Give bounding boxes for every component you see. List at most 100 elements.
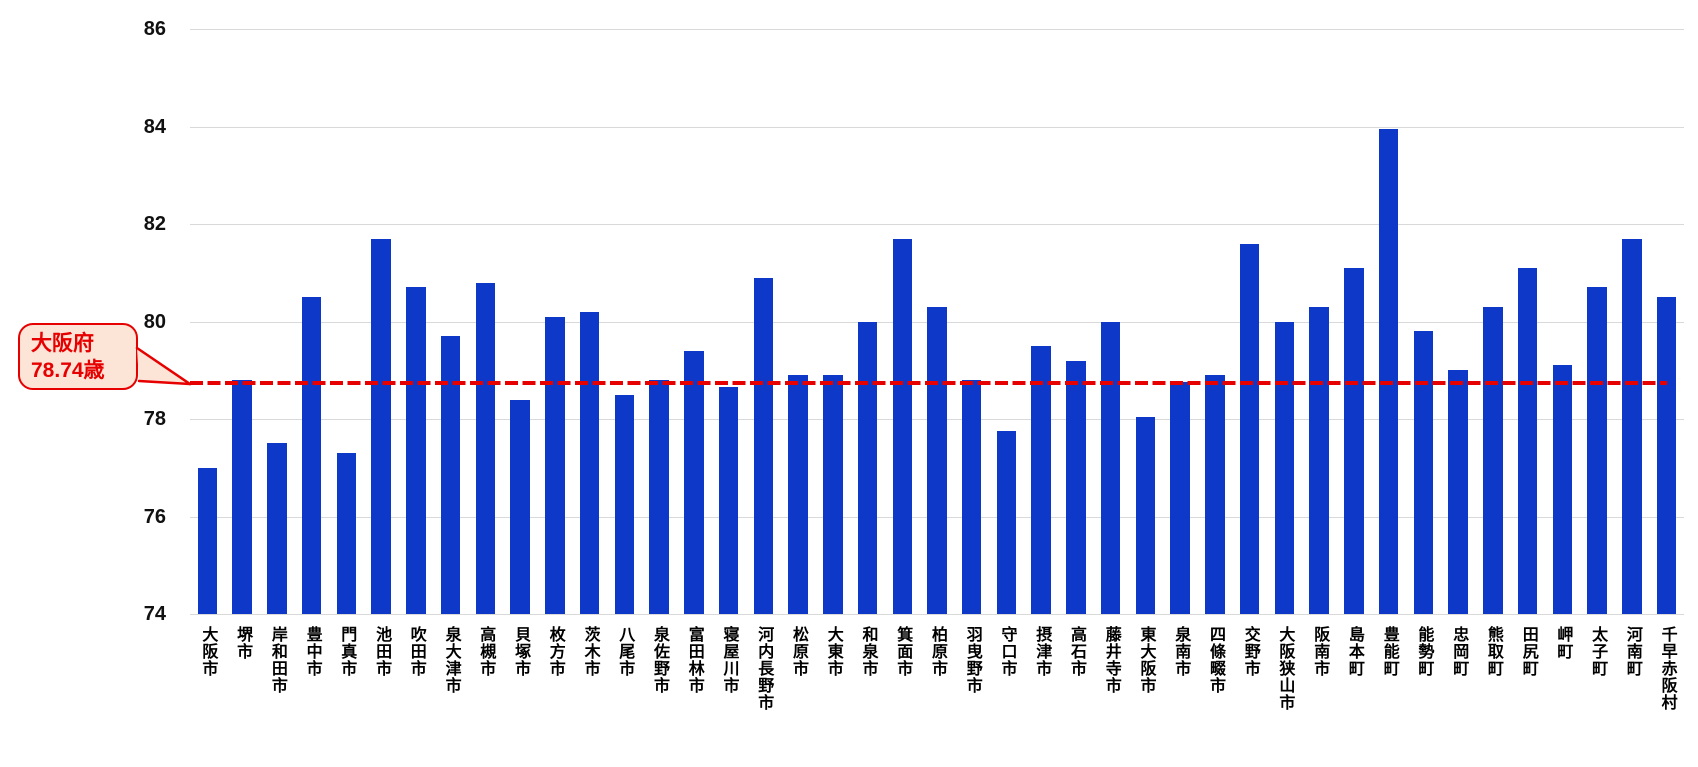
bar bbox=[1413, 331, 1434, 614]
bar bbox=[301, 297, 322, 614]
x-axis-label: 羽曳野市 bbox=[963, 626, 981, 694]
x-axis-label: 泉南市 bbox=[1172, 626, 1190, 677]
x-axis-label: 高槻市 bbox=[477, 626, 495, 677]
callout-prefecture-value: 78.74歳 bbox=[31, 359, 105, 382]
x-axis-label: 箕面市 bbox=[894, 626, 912, 677]
x-axis-label: 大阪市 bbox=[199, 626, 217, 677]
bar bbox=[857, 321, 878, 614]
bar bbox=[1100, 321, 1121, 614]
x-axis-label: 熊取町 bbox=[1484, 626, 1502, 677]
x-axis-label: 島本町 bbox=[1345, 626, 1363, 677]
prefecture-average-line bbox=[190, 381, 1667, 385]
bar bbox=[1344, 267, 1364, 614]
x-axis-label: 松原市 bbox=[790, 626, 807, 677]
bar bbox=[1205, 375, 1225, 614]
y-axis-tick-label: 82 bbox=[143, 213, 166, 235]
bar bbox=[197, 467, 218, 615]
bar bbox=[1448, 370, 1468, 615]
x-axis-label: 八尾市 bbox=[616, 626, 634, 677]
y-axis-tick-label: 74 bbox=[143, 603, 166, 625]
bar bbox=[753, 277, 774, 614]
x-axis-label: 貝塚市 bbox=[512, 626, 530, 677]
bar bbox=[788, 375, 808, 614]
y-axis-tick-label: 76 bbox=[143, 505, 166, 528]
bar bbox=[1656, 297, 1677, 614]
gridline-84 bbox=[190, 126, 1684, 128]
bar bbox=[1170, 382, 1190, 614]
x-axis-label: 守口市 bbox=[998, 626, 1016, 677]
x-axis-label: 池田市 bbox=[373, 626, 391, 677]
x-axis-label: 交野市 bbox=[1241, 626, 1259, 677]
x-axis-label: 豊中市 bbox=[303, 626, 321, 677]
callout-prefecture-name: 大阪府 bbox=[31, 332, 94, 355]
gridline-74 bbox=[190, 614, 1684, 615]
x-axis-label: 能勢町 bbox=[1415, 626, 1433, 677]
bar bbox=[1274, 321, 1295, 614]
bar bbox=[1066, 360, 1086, 614]
x-axis-label: 柏原市 bbox=[929, 626, 946, 677]
y-axis-tick-label: 84 bbox=[143, 115, 166, 138]
bar bbox=[232, 380, 252, 614]
bar bbox=[1483, 306, 1503, 614]
bar bbox=[996, 431, 1017, 614]
x-axis-label: 太子町 bbox=[1589, 626, 1607, 677]
x-axis-label: 忠岡町 bbox=[1450, 626, 1468, 677]
x-axis-label: 高石市 bbox=[1068, 626, 1085, 677]
prefecture-average-callout: 大阪府 78.74歳 bbox=[18, 323, 138, 390]
x-axis-label: 堺市 bbox=[234, 626, 252, 660]
bar bbox=[1239, 243, 1260, 614]
x-axis-label: 東大阪市 bbox=[1137, 626, 1155, 694]
bar bbox=[961, 380, 982, 614]
x-axis-label: 河南町 bbox=[1623, 626, 1641, 677]
bar bbox=[1031, 345, 1051, 614]
bar bbox=[1587, 287, 1607, 614]
x-axis-label: 和泉市 bbox=[859, 626, 877, 677]
bar bbox=[718, 387, 739, 614]
x-axis-label: 岬町 bbox=[1554, 626, 1572, 660]
bar bbox=[1378, 128, 1399, 614]
bar bbox=[371, 238, 391, 614]
bar bbox=[336, 453, 357, 614]
x-axis-label: 大東市 bbox=[824, 626, 842, 677]
y-axis-tick-label: 78 bbox=[143, 408, 166, 430]
gridline-86 bbox=[190, 29, 1684, 30]
x-axis-label: 四條畷市 bbox=[1207, 626, 1224, 694]
bar bbox=[510, 399, 530, 614]
bar bbox=[1552, 365, 1573, 614]
bar bbox=[892, 238, 913, 614]
x-axis-label: 富田林市 bbox=[685, 626, 703, 694]
x-axis-label: 千早赤阪村 bbox=[1658, 626, 1676, 711]
x-axis-label: 門真市 bbox=[338, 626, 356, 677]
x-axis-label: 豊能町 bbox=[1380, 626, 1398, 677]
bar bbox=[440, 336, 461, 614]
bar bbox=[579, 311, 600, 614]
gridline-82 bbox=[190, 224, 1684, 225]
bar bbox=[1309, 306, 1329, 614]
x-axis-label: 茨木市 bbox=[581, 626, 599, 677]
x-axis-label: 泉佐野市 bbox=[651, 626, 668, 694]
bar bbox=[1517, 267, 1538, 614]
bar bbox=[406, 287, 426, 614]
bar bbox=[649, 380, 669, 614]
bar bbox=[1622, 238, 1642, 614]
bar bbox=[475, 282, 496, 614]
x-axis-label: 摂津市 bbox=[1033, 626, 1051, 677]
bar bbox=[1135, 416, 1156, 614]
x-axis-label: 岸和田市 bbox=[268, 626, 286, 694]
bar bbox=[684, 350, 704, 614]
x-axis-label: 寝屋川市 bbox=[720, 626, 738, 694]
x-axis-label: 阪南市 bbox=[1311, 626, 1329, 677]
y-axis-tick-label: 86 bbox=[143, 18, 166, 40]
bar bbox=[927, 306, 947, 614]
x-axis-label: 枚方市 bbox=[546, 626, 564, 677]
bar bbox=[267, 443, 287, 614]
x-axis-label: 泉大津市 bbox=[442, 626, 460, 694]
bar bbox=[823, 375, 843, 614]
x-axis-label: 大阪狭山市 bbox=[1276, 626, 1294, 711]
x-axis-label: 藤井寺市 bbox=[1102, 626, 1120, 694]
y-axis-tick-label: 80 bbox=[143, 310, 166, 333]
bar bbox=[614, 394, 635, 614]
x-axis-label: 河内長野市 bbox=[755, 626, 773, 711]
x-axis-label: 田尻町 bbox=[1519, 626, 1537, 677]
